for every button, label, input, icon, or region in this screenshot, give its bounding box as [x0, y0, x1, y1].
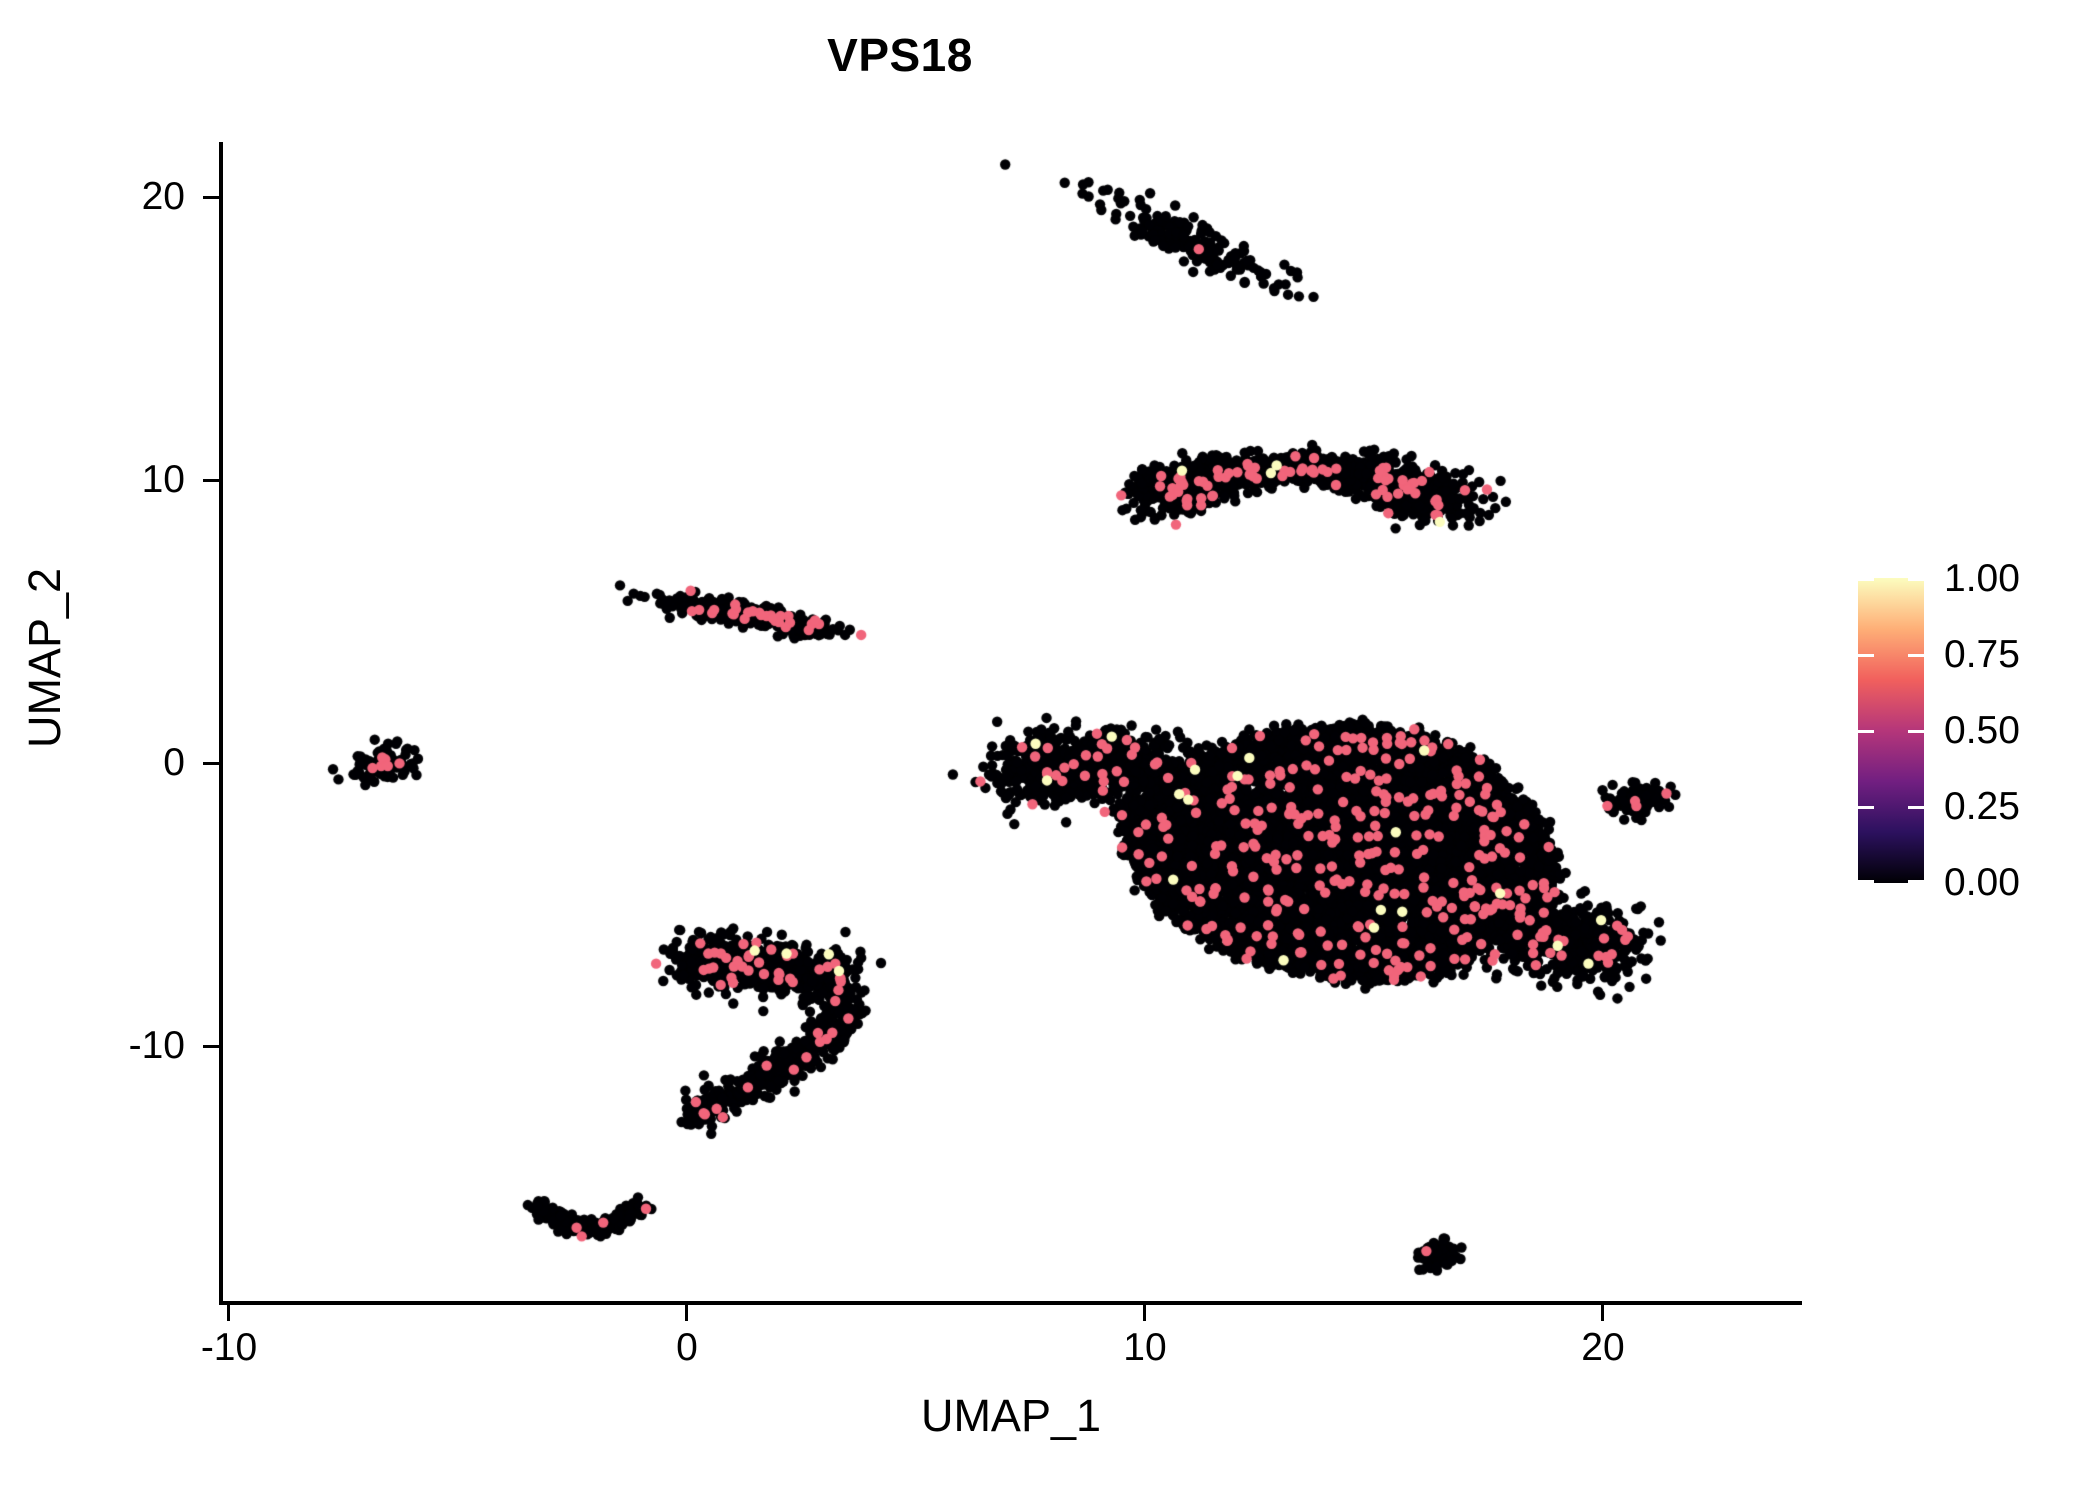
y-axis-line: [219, 142, 223, 1305]
y-axis-tick-label: -10: [128, 1024, 185, 1067]
x-axis-tick-label: 0: [676, 1326, 698, 1369]
colorbar-label: 0.25: [1944, 785, 2020, 828]
y-axis-label: UMAP_2: [19, 567, 70, 749]
colorbar-tick: [1858, 806, 1874, 809]
x-axis-line: [219, 1301, 1802, 1305]
colorbar-tick: [1858, 880, 1874, 883]
x-axis-tick: [1143, 1305, 1146, 1321]
color-legend: 1.00 0.75 0.50 0.25 0.00: [1858, 559, 2020, 902]
colorbar-tick: [1908, 730, 1924, 733]
colorbar-label: 1.00: [1944, 557, 2020, 600]
colorbar-tick: [1908, 880, 1924, 883]
colorbar-tick: [1858, 730, 1874, 733]
x-axis-tick-label: -10: [200, 1326, 258, 1369]
colorbar-tick: [1858, 654, 1874, 657]
umap-scatter-canvas: [222, 142, 1800, 1303]
y-axis-tick: [203, 196, 219, 199]
x-axis-tick-label: 10: [1123, 1326, 1167, 1369]
y-axis-tick-label: 10: [141, 458, 185, 501]
x-axis-label: UMAP_1: [920, 1390, 1102, 1441]
plot-panel: [222, 142, 1800, 1303]
x-axis-tick: [227, 1305, 230, 1321]
colorbar-label: 0.75: [1944, 633, 2020, 676]
page-title: VPS18: [827, 29, 973, 81]
colorbar-tick: [1858, 578, 1874, 581]
x-axis-tick: [685, 1305, 688, 1321]
y-axis-tick: [203, 479, 219, 482]
y-axis-tick-label: 0: [163, 741, 185, 784]
colorbar: [1858, 578, 1924, 883]
colorbar-label: 0.50: [1944, 709, 2020, 752]
colorbar-label: 0.00: [1944, 861, 2020, 904]
colorbar-tick: [1908, 806, 1924, 809]
x-axis-tick: [1601, 1305, 1604, 1321]
y-axis-tick: [203, 1045, 219, 1048]
y-axis-tick: [203, 762, 219, 765]
colorbar-tick: [1908, 654, 1924, 657]
colorbar-tick: [1908, 578, 1924, 581]
y-axis-tick-label: 20: [141, 175, 185, 218]
x-axis-tick-label: 20: [1581, 1326, 1625, 1369]
